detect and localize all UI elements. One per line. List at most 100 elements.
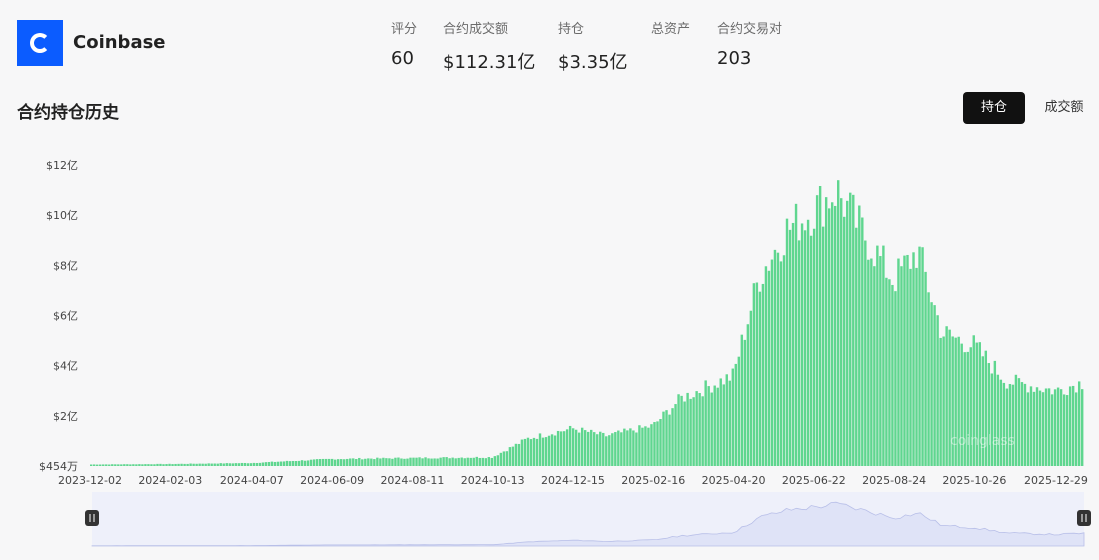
bar bbox=[547, 435, 551, 466]
bar bbox=[550, 434, 554, 466]
bar bbox=[704, 380, 707, 466]
bar bbox=[1053, 389, 1057, 466]
left-drag-handle-icon[interactable] bbox=[85, 510, 99, 526]
bar bbox=[1041, 392, 1045, 466]
bar bbox=[568, 425, 572, 466]
bar bbox=[300, 460, 304, 466]
watermark: coinglass bbox=[950, 433, 1015, 449]
bar bbox=[183, 463, 186, 466]
bar bbox=[966, 351, 969, 466]
bar bbox=[574, 429, 578, 466]
y-tick-label: $454万 bbox=[39, 460, 78, 473]
bar bbox=[162, 464, 165, 466]
bar bbox=[629, 428, 632, 466]
bar bbox=[650, 424, 653, 466]
bar bbox=[538, 433, 542, 466]
bar bbox=[117, 464, 120, 466]
bar bbox=[677, 394, 680, 466]
bar bbox=[927, 292, 930, 466]
bar bbox=[481, 457, 484, 466]
bar bbox=[1026, 392, 1030, 466]
bar bbox=[740, 334, 744, 466]
x-tick-label: 2024-12-15 bbox=[541, 474, 605, 487]
bar bbox=[216, 463, 219, 466]
bar bbox=[782, 255, 786, 466]
bar bbox=[463, 458, 466, 466]
bar bbox=[644, 426, 647, 466]
toggle-volume[interactable]: 成交额 bbox=[1044, 100, 1084, 115]
bar bbox=[448, 458, 451, 466]
bar bbox=[192, 463, 195, 466]
bar bbox=[719, 378, 722, 466]
bar bbox=[439, 457, 442, 466]
bar bbox=[204, 463, 207, 466]
bar bbox=[843, 216, 846, 466]
brand-name: Coinbase bbox=[73, 32, 166, 53]
right-drag-handle-icon[interactable] bbox=[1077, 510, 1091, 526]
toggle-open-interest[interactable]: 持仓 bbox=[963, 92, 1025, 124]
bar bbox=[210, 463, 213, 466]
bar bbox=[1020, 382, 1024, 466]
bar bbox=[282, 461, 286, 466]
stat-label: 持仓 bbox=[558, 22, 585, 37]
bar bbox=[906, 254, 909, 466]
bar bbox=[427, 458, 430, 466]
bar bbox=[725, 374, 728, 466]
x-tick-label: 2024-06-09 bbox=[300, 474, 364, 487]
bar bbox=[716, 387, 719, 466]
bar bbox=[770, 259, 774, 466]
bar bbox=[96, 464, 99, 466]
stat-futures-volume: 合约成交额 $112.31亿 bbox=[443, 18, 535, 74]
bar bbox=[454, 458, 457, 466]
stat-value: $112.31亿 bbox=[443, 52, 536, 73]
bar bbox=[490, 457, 494, 466]
bar bbox=[867, 259, 870, 466]
bar bbox=[562, 431, 566, 466]
range-navigator[interactable] bbox=[0, 490, 1099, 560]
bar bbox=[951, 336, 954, 466]
stat-value: $3.35亿 bbox=[558, 52, 628, 73]
x-tick-label: 2024-08-11 bbox=[380, 474, 444, 487]
bar bbox=[141, 464, 144, 466]
bar bbox=[647, 427, 650, 466]
bar bbox=[523, 438, 527, 466]
bar bbox=[605, 436, 608, 466]
bar bbox=[818, 186, 822, 466]
bar bbox=[135, 464, 138, 466]
bar bbox=[656, 421, 659, 466]
bar bbox=[617, 430, 620, 466]
bar bbox=[761, 283, 765, 466]
bar bbox=[1074, 392, 1078, 466]
bar bbox=[343, 459, 346, 466]
bar bbox=[815, 195, 819, 467]
bar bbox=[599, 431, 602, 466]
bar bbox=[849, 192, 852, 466]
bar bbox=[370, 458, 373, 466]
x-tick-label: 2025-08-24 bbox=[862, 474, 926, 487]
y-tick-label: $8亿 bbox=[53, 259, 78, 272]
bar bbox=[336, 459, 340, 466]
bar bbox=[1002, 382, 1006, 466]
bar bbox=[695, 391, 698, 466]
bar bbox=[499, 452, 503, 466]
bar bbox=[237, 463, 240, 466]
bar bbox=[114, 464, 117, 466]
bar bbox=[870, 258, 873, 466]
bar bbox=[493, 456, 497, 466]
bar bbox=[376, 457, 379, 466]
bar bbox=[207, 463, 210, 466]
bar bbox=[291, 460, 295, 466]
bar bbox=[620, 432, 623, 466]
bar bbox=[638, 425, 641, 466]
bar bbox=[457, 457, 460, 466]
bar bbox=[707, 386, 710, 466]
bar bbox=[99, 464, 102, 466]
bar bbox=[764, 266, 768, 466]
bar bbox=[873, 266, 876, 466]
bar bbox=[466, 457, 469, 466]
bar bbox=[830, 202, 834, 466]
bar bbox=[731, 368, 734, 466]
bar bbox=[385, 458, 388, 466]
bar bbox=[108, 464, 111, 466]
bar bbox=[394, 457, 397, 466]
